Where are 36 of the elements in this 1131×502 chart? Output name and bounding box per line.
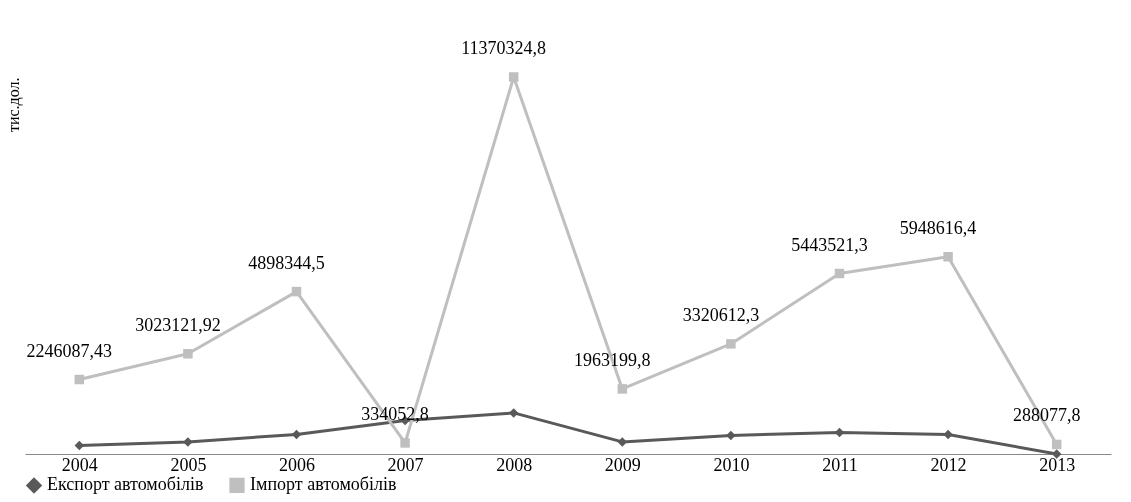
x-tick-label: 2008: [496, 454, 533, 475]
x-tick-label: 2011: [822, 454, 858, 475]
data-label: 2246087,43: [26, 340, 113, 361]
data-label: 5948616,4: [899, 217, 977, 238]
y-axis-title: тис.дол.: [4, 77, 23, 133]
point: [508, 72, 519, 82]
data-label: 3320612,3: [682, 304, 760, 325]
point: [183, 349, 193, 359]
point: [943, 252, 953, 262]
data-label: 5443521,3: [791, 234, 868, 255]
x-tick-label: 2007: [387, 454, 424, 475]
point: [74, 374, 85, 385]
point: [834, 268, 845, 279]
point: [291, 429, 302, 440]
point: [617, 384, 628, 394]
data-label: 1963199,8: [574, 349, 651, 370]
x-tick-label: 2009: [604, 454, 641, 475]
x-tick-label: 2005: [170, 454, 207, 475]
point: [726, 430, 736, 441]
x-tick-label: 2013: [1039, 454, 1076, 475]
data-label: 4898344,5: [248, 252, 325, 273]
data-label: 3023121,92: [135, 314, 221, 335]
point: [726, 339, 736, 349]
x-tick-label: 2006: [279, 454, 315, 475]
point: [291, 286, 302, 297]
legend-label: Імпорт автомобілів: [250, 474, 397, 495]
data-label: 11370324,8: [461, 38, 547, 58]
legend-label: Експорт автомобілів: [47, 474, 204, 495]
point: [1051, 439, 1062, 450]
x-tick-label: 2004: [61, 454, 98, 475]
data-label: 334052,8: [361, 403, 429, 424]
point: [943, 429, 953, 440]
data-label: 288077,8: [1012, 405, 1081, 426]
x-tick-label: 2012: [930, 454, 967, 475]
x-tick-label: 2010: [713, 454, 750, 475]
point: [400, 438, 410, 448]
